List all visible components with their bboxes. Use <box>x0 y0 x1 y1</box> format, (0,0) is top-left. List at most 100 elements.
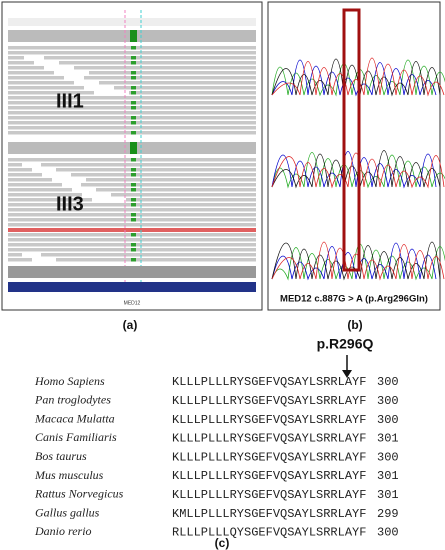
ruler <box>8 18 256 26</box>
position: 301 <box>377 469 399 483</box>
position: 300 <box>377 394 399 408</box>
species-name: Bos taurus <box>35 449 87 463</box>
position: 300 <box>377 526 399 540</box>
read-gap <box>32 258 56 262</box>
variant-coverage <box>130 142 137 154</box>
trace <box>271 57 445 97</box>
variant-base <box>131 213 136 217</box>
variant-base <box>131 71 136 75</box>
variant-base <box>131 91 136 95</box>
variant-coverage <box>130 30 137 42</box>
panel-label: (b) <box>347 318 362 332</box>
read-gap <box>34 61 59 65</box>
species-name: Mus musculus <box>34 468 104 482</box>
trace <box>271 59 437 97</box>
read-gap <box>54 71 89 75</box>
variant-base <box>131 101 136 105</box>
panel-b <box>267 1 445 311</box>
sequence: KLLLPLLLRYSGEFVQSAYLSRRLAYF <box>172 469 366 483</box>
variant-base <box>131 158 136 162</box>
variant-base <box>131 183 136 187</box>
read <box>8 163 256 167</box>
variant-base <box>131 248 136 252</box>
read <box>8 193 256 197</box>
sequence: KLLLPLLLRYSGEFVQSAYLSRRLAYF <box>172 413 366 427</box>
read-gap <box>74 81 99 85</box>
species-name: Gallus gallus <box>35 505 100 519</box>
read-gap <box>64 76 84 80</box>
gene-label: MED12 <box>124 300 141 306</box>
sequence: KLLLPLLLRYSGEFVQSAYLSRRLAYF <box>172 488 366 502</box>
read <box>8 223 256 227</box>
panel-label: (a) <box>123 318 138 332</box>
position: 300 <box>377 375 399 389</box>
sample-label: III1 <box>56 90 84 112</box>
read-gap <box>24 56 44 60</box>
position: 300 <box>377 450 399 464</box>
trace <box>271 243 445 281</box>
read-gap <box>82 193 111 197</box>
panel-b-frame <box>267 1 441 311</box>
read <box>8 178 256 182</box>
read <box>8 253 256 257</box>
species-name: Canis Familiaris <box>35 430 117 444</box>
read <box>8 126 256 130</box>
variant-base <box>131 218 136 222</box>
variant-base <box>131 131 136 135</box>
position: 299 <box>377 507 399 521</box>
read-gap <box>94 91 129 95</box>
position: 301 <box>377 488 399 502</box>
read-gap <box>62 183 81 187</box>
read <box>8 111 256 115</box>
variant-base <box>131 168 136 172</box>
variant-base <box>131 46 136 50</box>
read <box>8 81 256 85</box>
read <box>8 238 256 242</box>
variant-base <box>131 106 136 110</box>
species-name: Rattus Norvegicus <box>34 487 124 501</box>
arrow-head <box>342 370 352 378</box>
species-name: Homo Sapiens <box>34 374 105 388</box>
variant-box <box>342 8 361 272</box>
sequence-track <box>8 266 256 278</box>
variant-base <box>131 121 136 125</box>
panel-a <box>1 1 263 311</box>
highlight-read <box>8 228 256 232</box>
sequence: KLLLPLLLRYSGEFVQSAYLSRRLAYF <box>172 450 366 464</box>
variant-base <box>131 258 136 262</box>
variant-base <box>131 116 136 120</box>
read-gap <box>22 253 41 257</box>
position: 301 <box>377 432 399 446</box>
read-gap <box>92 198 126 202</box>
sequence: KLLLPLLLRYSGEFVQSAYLSRRLAYF <box>172 375 366 389</box>
read <box>8 66 256 70</box>
variant-base <box>131 61 136 65</box>
read-gap <box>52 178 86 182</box>
read-gap <box>32 168 56 172</box>
trace <box>271 241 445 281</box>
trace <box>271 152 445 189</box>
variant-base <box>131 198 136 202</box>
trace <box>271 150 441 189</box>
species-name: Danio rerio <box>34 524 92 538</box>
alignment: Homo Sapiens KLLLPLLLRYSGEFVQSAYLSRRLAYF 3… <box>34 374 399 540</box>
read-gap <box>22 163 41 167</box>
read-gap <box>84 86 114 90</box>
sequence: KMLLPLLLRYSGEFVQSAYLSRRLAYF <box>172 507 366 521</box>
variant-base <box>131 76 136 80</box>
mutation-label: p.R296Q <box>317 336 374 352</box>
position: 300 <box>377 413 399 427</box>
read-gap <box>72 188 96 192</box>
trace <box>271 242 437 281</box>
read-gap <box>44 66 74 70</box>
panel-label: (c) <box>215 536 230 550</box>
panel-b-caption: MED12 c.887G > A (p.Arg296Gln) <box>280 294 428 305</box>
read <box>8 96 256 100</box>
sequence: KLLLPLLLRYSGEFVQSAYLSRRLAYF <box>172 432 366 446</box>
variant-base <box>131 243 136 247</box>
read <box>8 208 256 212</box>
variant-base <box>131 233 136 237</box>
sample-label: III3 <box>56 193 84 215</box>
read <box>8 51 256 55</box>
